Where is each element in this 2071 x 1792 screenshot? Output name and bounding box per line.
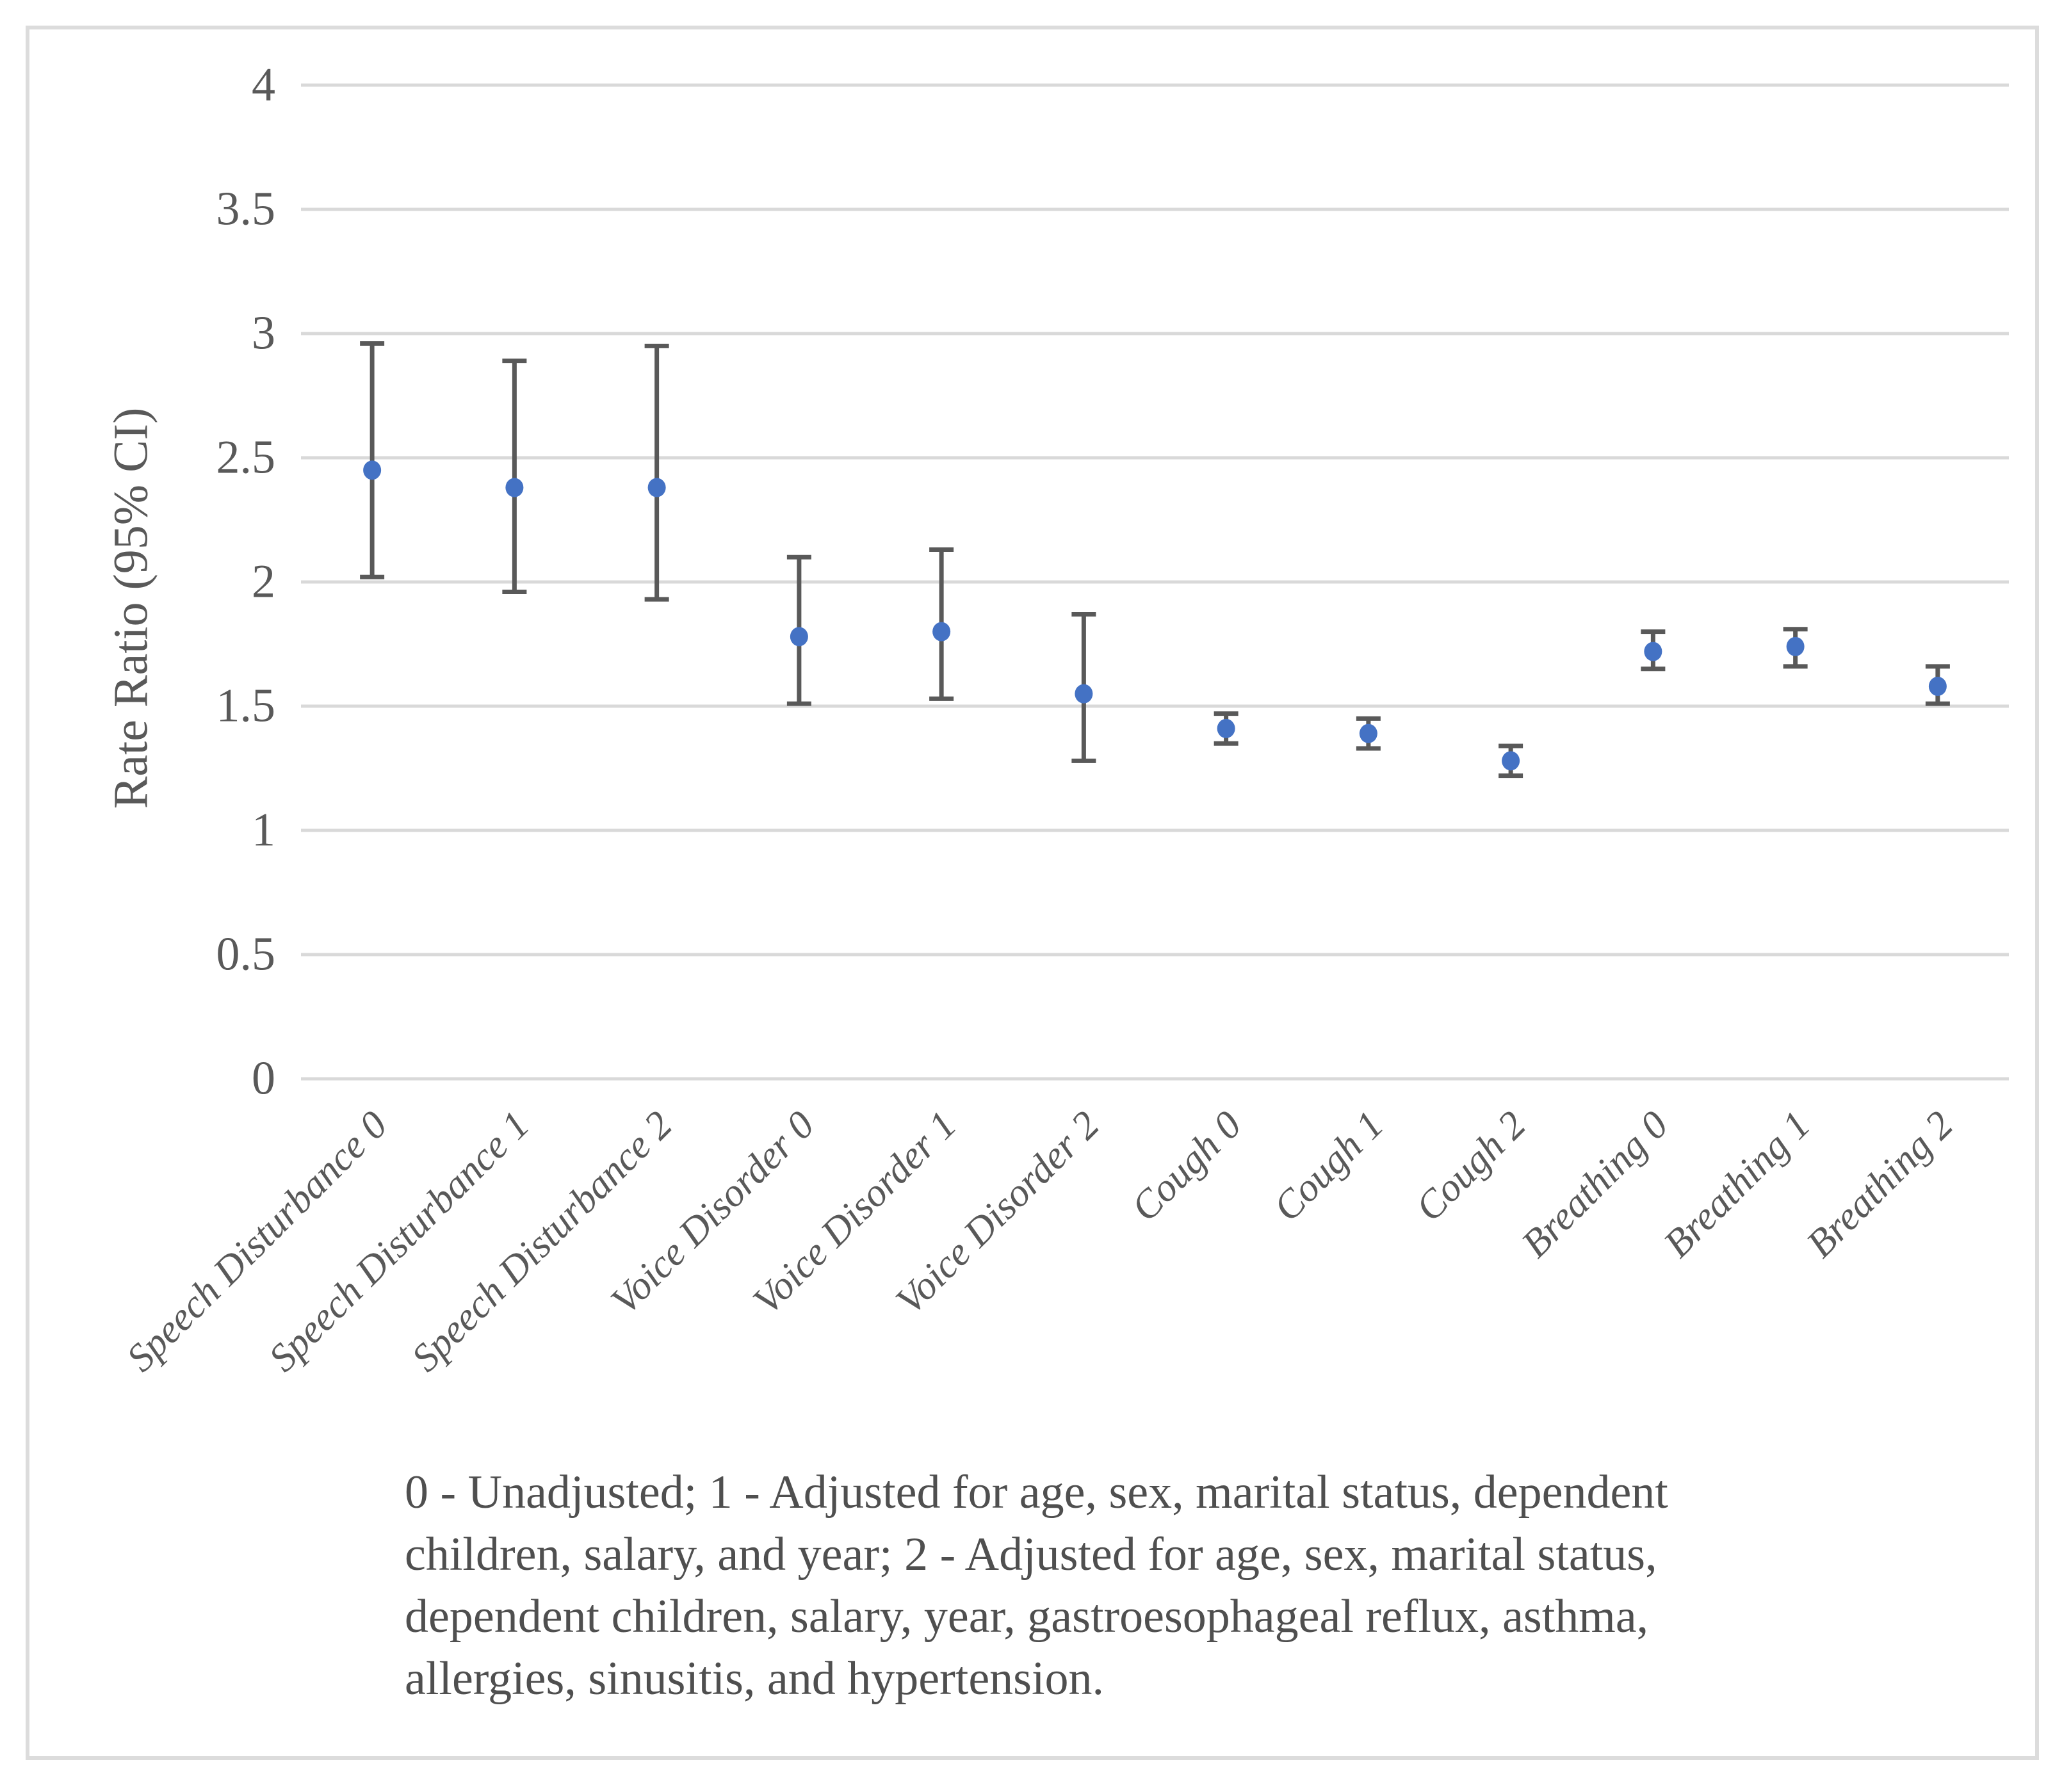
y-tick-label: 0.5	[216, 928, 276, 981]
figure-border	[26, 26, 2039, 1760]
data-point-marker	[1502, 751, 1520, 771]
y-tick-label: 1.5	[216, 679, 276, 732]
y-tick-label: 4	[252, 58, 275, 111]
y-tick-label: 1	[252, 803, 275, 857]
data-point-marker	[1217, 718, 1235, 738]
data-point-marker	[363, 460, 382, 480]
y-axis-title: Rate Ratio (95% CI)	[104, 407, 158, 809]
caption-line: children, salary, and year; 2 - Adjusted…	[405, 1528, 1657, 1581]
data-point-marker	[1075, 684, 1093, 704]
data-point-marker	[1359, 723, 1377, 743]
figure-caption: 0 - Unadjusted; 1 - Adjusted for age, se…	[405, 1462, 1668, 1710]
caption-line: dependent children, salary, year, gastro…	[405, 1590, 1649, 1643]
data-point-marker	[1786, 636, 1805, 656]
data-point-marker	[1644, 642, 1662, 661]
data-point-marker	[1928, 676, 1947, 696]
y-tick-label: 3.5	[216, 182, 276, 236]
data-point-marker	[505, 478, 524, 497]
data-point-marker	[932, 622, 951, 642]
caption-line: allergies, sinusitis, and hypertension.	[405, 1652, 1105, 1705]
y-tick-label: 3	[252, 307, 275, 360]
data-point-marker	[790, 627, 808, 647]
data-point-marker	[647, 478, 666, 497]
caption-line: 0 - Unadjusted; 1 - Adjusted for age, se…	[405, 1466, 1668, 1519]
y-tick-label: 0	[252, 1052, 275, 1105]
y-tick-label: 2.5	[216, 431, 276, 484]
y-tick-label: 2	[252, 555, 275, 608]
